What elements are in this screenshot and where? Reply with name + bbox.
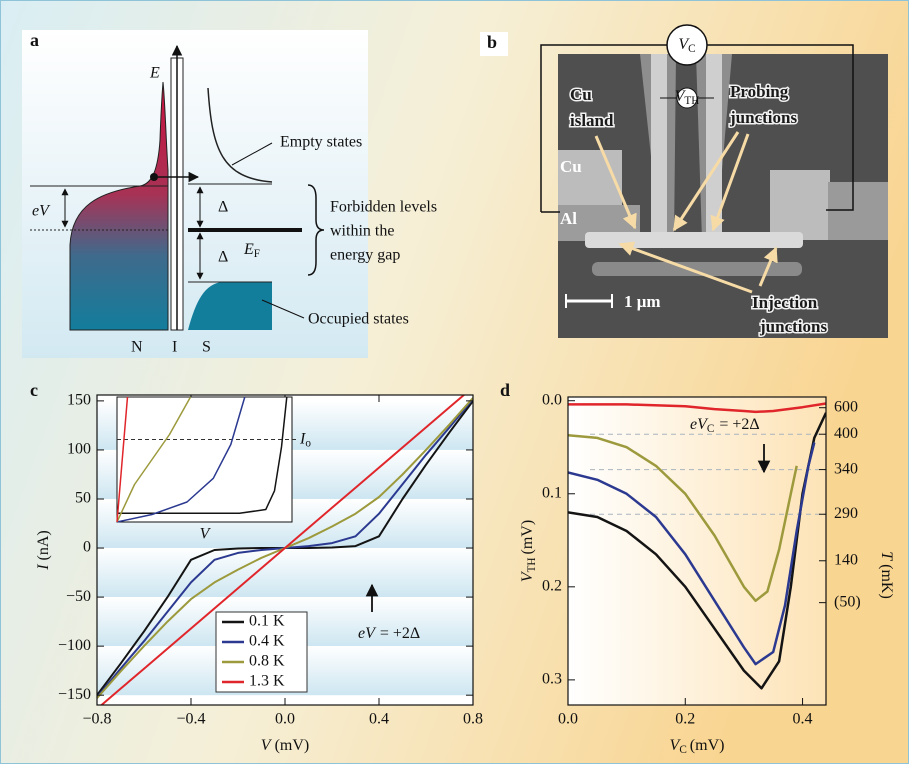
panel-label: d	[500, 380, 510, 400]
forbidden-label: within the	[330, 223, 394, 240]
island-label: Cu	[570, 85, 592, 104]
bias-label: eV	[32, 203, 51, 220]
y-tick-label: 150	[67, 392, 91, 409]
forbidden-label: Forbidden levels	[330, 199, 437, 216]
x-axis-label-part: C	[679, 744, 686, 756]
panel-label: b	[487, 32, 497, 52]
y2-tick-label: 290	[834, 505, 858, 522]
y-tick-label: −100	[58, 637, 91, 654]
y2-tick-label: (50)	[834, 593, 861, 610]
y2-axis-label-part: T	[878, 551, 895, 561]
y2-tick-label: 600	[834, 398, 858, 415]
x-axis-label-part: (mV)	[275, 737, 310, 754]
annotation: eV= +2Δ	[358, 625, 420, 642]
cu-island	[585, 232, 803, 248]
y2-tick-label: 400	[834, 425, 858, 442]
x-tick-label: 0.0	[275, 711, 295, 728]
occupied-states-label: Occupied states	[308, 311, 409, 328]
y2-tick-label: 140	[834, 551, 858, 568]
y-tick-label: 0.0	[542, 391, 562, 408]
probing-label: Probing	[730, 82, 789, 101]
plot-background	[568, 397, 826, 705]
panel-label: c	[30, 380, 38, 400]
y-tick-label: 100	[67, 441, 91, 458]
x-axis-label: V(mV)	[261, 737, 309, 754]
gap-label: Δ	[218, 199, 228, 216]
annotation-part: = +2Δ	[380, 625, 420, 642]
y-tick-label: −50	[66, 588, 91, 605]
x-tick-label: 0.4	[793, 711, 813, 728]
panel-c: c −0.8 −0.4 0.0 0.4 0.8 150 100 50 0 −50 −100 −150 V(…	[30, 380, 483, 754]
annotation: eVC= +2Δ	[690, 416, 760, 435]
y2-axis-label: T (mK)	[878, 551, 895, 599]
inset-background	[117, 397, 292, 522]
aluminum-label: Al	[560, 209, 577, 228]
annotation-part: = +2Δ	[719, 416, 759, 433]
forbidden-label: energy gap	[330, 247, 400, 264]
electron	[150, 173, 158, 181]
copper-label: Cu	[560, 157, 582, 176]
y2-tick-label: 340	[834, 460, 858, 477]
x-tick-label: 0.0	[558, 711, 578, 728]
legend-label: 0.4 K	[249, 633, 285, 650]
y-tick-label: 0.3	[542, 671, 562, 688]
island-label: island	[570, 111, 614, 130]
y-axis-label-part: I	[35, 564, 52, 571]
layer-label: N	[131, 339, 143, 356]
fermi-label-part: E	[243, 241, 254, 258]
control-voltage-label-part: C	[688, 43, 695, 55]
injection-label: junctions	[759, 317, 827, 336]
layer-label: I	[172, 339, 177, 356]
figure: a E eV Δ Δ Empty states Forbidden levels…	[0, 0, 909, 764]
gap-label: Δ	[218, 249, 228, 266]
legend-label: 1.3 K	[249, 673, 285, 690]
x-axis-label: VC(mV)	[670, 737, 725, 756]
x-tick-label: 0.2	[675, 711, 695, 728]
annotation-part: C	[707, 423, 714, 435]
y-axis-label-part: TH	[526, 557, 538, 572]
y-axis-label: VTH(mV)	[519, 520, 538, 582]
legend-label: 0.1 K	[249, 613, 285, 630]
al-pad	[828, 182, 888, 240]
injection-label: Injection	[752, 293, 818, 312]
y2-axis-label-part: (mK)	[878, 564, 895, 599]
y-tick-label: 0	[83, 539, 91, 556]
cu-pad	[770, 170, 830, 240]
annotation-part: eV	[358, 625, 377, 642]
scale-label: 1 μm	[624, 292, 661, 311]
x-tick-label: 0.4	[369, 711, 389, 728]
y-axis-label: I (nA)	[35, 530, 52, 571]
fermi-label-part: F	[254, 248, 260, 260]
y-tick-label: 0.1	[542, 484, 562, 501]
energy-label: E	[149, 65, 160, 82]
band	[97, 548, 473, 597]
threshold-label-part: o	[305, 437, 311, 449]
empty-states-label: Empty states	[280, 134, 362, 151]
thermometer-voltage-label-part: TH	[684, 95, 699, 107]
y-axis-label-part: (nA)	[35, 530, 52, 560]
y-tick-label: 0.2	[542, 577, 562, 594]
x-tick-label: −0.4	[176, 711, 205, 728]
y-tick-label: −150	[58, 686, 91, 703]
probing-label: junctions	[729, 108, 797, 127]
y-tick-label: 50	[75, 490, 91, 507]
y-axis-label-part: (mV)	[519, 520, 536, 555]
x-tick-label: 0.8	[463, 711, 483, 728]
probe-finger	[651, 54, 667, 242]
x-axis-label-part: (mV)	[690, 737, 725, 754]
legend-label: 0.8 K	[249, 653, 285, 670]
panel-label: a	[30, 30, 39, 50]
x-tick-label: −0.8	[82, 711, 111, 728]
layer-label: S	[202, 339, 211, 356]
